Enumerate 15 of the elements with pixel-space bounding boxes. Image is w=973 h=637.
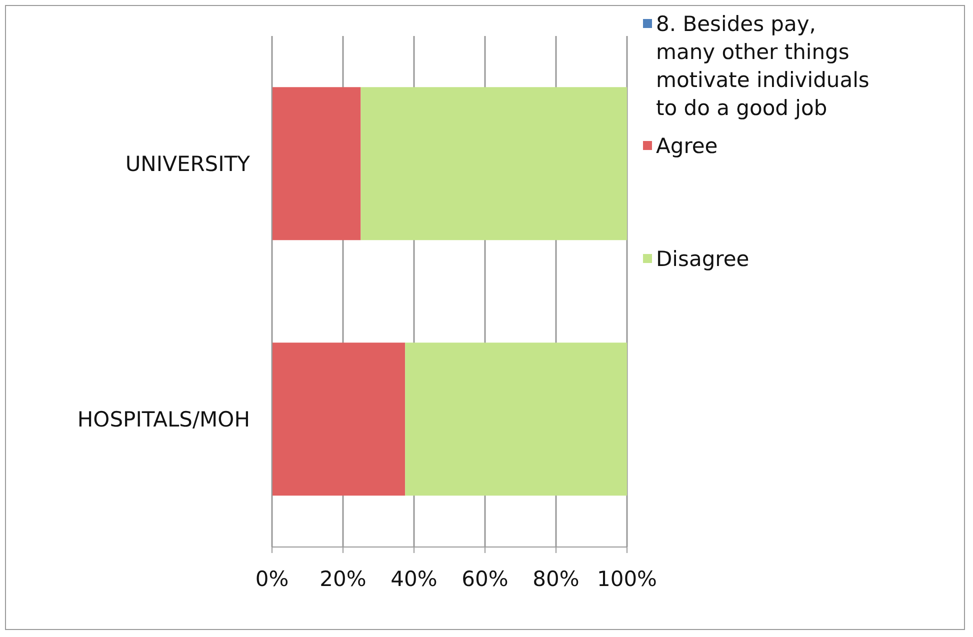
y-tick-label: UNIVERSITY bbox=[125, 152, 250, 176]
legend-label: Disagree bbox=[656, 246, 750, 273]
x-tick-label: 40% bbox=[390, 566, 438, 591]
legend-label: 8. Besides pay, many other things motivate individuals to do a good job bbox=[656, 11, 870, 122]
x-tick-label: 80% bbox=[532, 566, 580, 591]
x-tick-label: 60% bbox=[462, 566, 508, 591]
legend-label: Agree bbox=[656, 133, 719, 160]
bar bbox=[272, 87, 361, 240]
x-tick-label: 100% bbox=[596, 566, 658, 591]
bar bbox=[272, 342, 406, 496]
y-tick-label: HOSPITALS/MOH bbox=[77, 408, 250, 432]
bar bbox=[360, 87, 627, 240]
x-tick-label: 20% bbox=[320, 566, 366, 591]
x-tick-label: 0% bbox=[255, 566, 289, 591]
bar bbox=[405, 342, 627, 496]
